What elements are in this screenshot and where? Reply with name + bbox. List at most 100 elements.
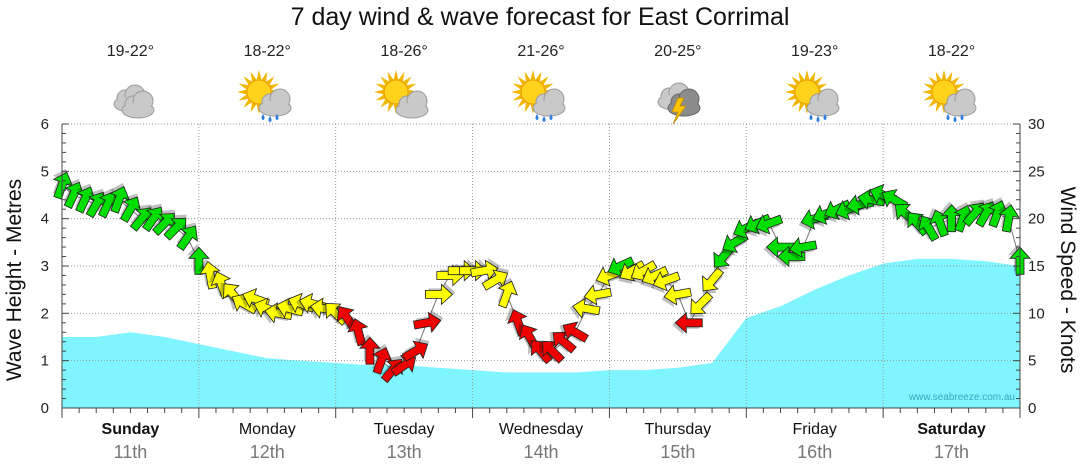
rain-drop (946, 114, 950, 120)
wind-arrow (75, 183, 96, 214)
wind-arrow-shape (424, 283, 453, 306)
day-temperature: 18-26° (380, 43, 428, 60)
wind-arrow (119, 193, 142, 224)
wind-arrow (651, 270, 681, 294)
day-name: Thursday (644, 421, 712, 438)
wind-arrow-shape (176, 225, 198, 252)
day-date: 15th (660, 442, 696, 462)
partly-cloudy-rain-icon (921, 68, 982, 124)
rain-drop (960, 114, 964, 120)
wind-arrow-shape (552, 331, 577, 354)
left-axis-title: Wave Height - Metres (3, 179, 26, 381)
cloud-shape (943, 88, 977, 117)
wind-arrow (186, 244, 210, 275)
wind-arrow (497, 277, 518, 309)
partly-cloudy-rain-icon (784, 68, 845, 124)
wind-arrow (559, 321, 590, 343)
wind-arrow-shape (481, 269, 509, 291)
wind-arrow (606, 256, 635, 280)
wind-arrow-shape (63, 181, 85, 210)
wind-arrow-shape (141, 206, 164, 233)
day-temperature: 19-22° (106, 43, 155, 60)
day-name: Sunday (101, 421, 160, 438)
day-temperature: 20-25° (654, 43, 702, 60)
wind-arrow-shape (857, 188, 886, 210)
wind-arrow (854, 188, 886, 211)
wind-arrow (774, 245, 806, 269)
day-date: 12th (249, 442, 285, 462)
wind-arrow (661, 284, 692, 308)
wind-arrow-shape (998, 204, 1020, 233)
wind-arrow (763, 236, 794, 260)
left-tick-label: 3 (41, 258, 49, 275)
right-tick-label: 0 (1028, 400, 1036, 417)
rain-drop (261, 114, 265, 120)
left-tick-label: 1 (41, 353, 49, 370)
partly-cloudy-showers-icon (237, 68, 297, 124)
wind-arrow (721, 231, 749, 256)
watermark: www.seabreeze.com.au (908, 392, 1015, 403)
day-name: Saturday (917, 421, 986, 438)
day-temperature: 18-22° (243, 43, 291, 60)
wind-arrow-shape (276, 297, 305, 319)
left-tick-label: 0 (41, 400, 49, 417)
cloudy-icon (100, 68, 160, 124)
wind-arrow (549, 331, 577, 354)
left-tick-label: 5 (41, 163, 49, 180)
day-date: 17th (934, 442, 970, 462)
chart-title: 7 day wind & wave forecast for East Corr… (290, 3, 790, 31)
right-tick-label: 5 (1028, 353, 1036, 370)
wind-arrow-shape (607, 256, 635, 277)
wind-arrow (569, 297, 601, 320)
wind-arrow-shape (572, 297, 601, 319)
wind-arrow (424, 282, 456, 306)
right-tick-label: 15 (1028, 258, 1045, 275)
cloud-shape (258, 88, 292, 117)
wind-arrow-shape (325, 302, 349, 326)
wind-arrow (470, 257, 501, 281)
wind-arrow-shape (562, 321, 590, 343)
day-date: 14th (523, 442, 559, 462)
wind-arrow (481, 266, 510, 291)
rain-drop (275, 114, 279, 120)
day-temperature: 18-22° (927, 43, 976, 60)
wind-arrow-shape (497, 280, 518, 309)
wind-arrow (261, 302, 293, 325)
left-tick-label: 6 (41, 116, 49, 133)
wind-arrow (273, 297, 305, 319)
chart-axes: 0 1 2 3 4 5 6 0 5 10 15 20 25 30 Wave Height - Metres W… (3, 116, 1079, 418)
wind-arrow (640, 265, 670, 289)
wind-arrow (997, 201, 1020, 233)
wind-arrow (141, 203, 164, 233)
wind-arrow-shape (652, 270, 681, 292)
left-tick-label: 2 (41, 305, 49, 322)
wind-arrow-shape (264, 302, 293, 324)
day-date: 11th (113, 442, 148, 462)
wind-arrow-shape (663, 284, 692, 306)
day-name: Tuesday (373, 421, 435, 438)
rain-drop (823, 114, 827, 120)
wind-arrow (63, 178, 85, 210)
wind-arrow-shape (347, 318, 369, 347)
cloud-shape (532, 88, 566, 117)
wind-arrow (786, 236, 818, 260)
wind-arrow (152, 209, 176, 236)
wind-arrow-shape (962, 202, 985, 227)
wind-arrow (538, 340, 565, 364)
wind-arrow-shape (52, 171, 74, 200)
cloud-shape (395, 90, 429, 119)
wave-height-area (62, 258, 1020, 408)
partly-cloudy-icon (374, 68, 434, 124)
wind-arrow (371, 344, 393, 375)
wind-arrow-shape (109, 185, 131, 214)
wind-arrow (345, 316, 369, 347)
wind-arrow (987, 197, 1009, 228)
wind-arrow-shape (722, 231, 749, 254)
wind-arrow-shape (371, 346, 393, 375)
wind-arrow-shape (641, 265, 670, 287)
wind-arrow (85, 188, 107, 219)
wind-arrow-shape (75, 186, 96, 214)
rain-drop (809, 114, 813, 120)
lightning-bolt (671, 97, 687, 125)
cloud-shape (121, 90, 155, 119)
